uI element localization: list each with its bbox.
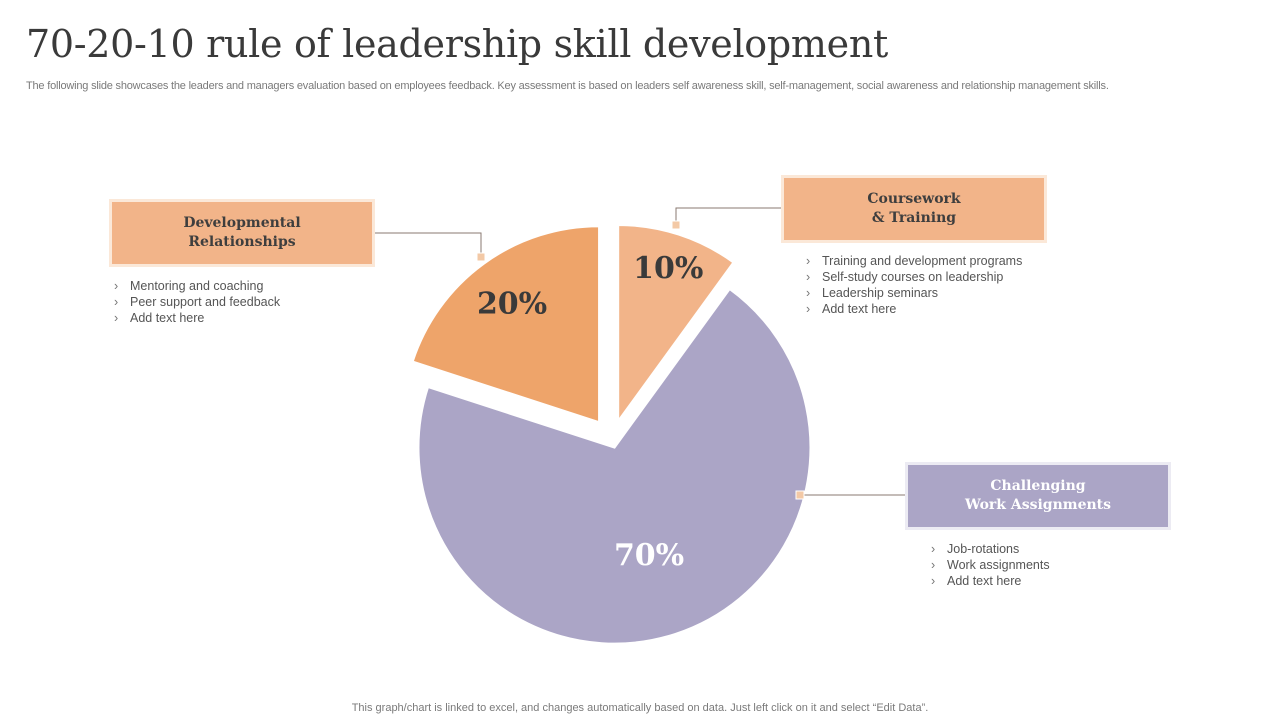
list-item: Peer support and feedback: [112, 294, 280, 310]
pie-data-label: 10%: [633, 251, 703, 286]
list-item: Job-rotations: [929, 541, 1050, 557]
connector-developmental-dot: [476, 252, 486, 262]
connector-coursework: [675, 207, 784, 225]
callout-title-line: Challenging: [990, 478, 1086, 494]
list-item: Work assignments: [929, 557, 1050, 573]
developmental-bullet-list: Mentoring and coaching Peer support and …: [112, 278, 280, 326]
page-subtitle: The following slide showcases the leader…: [26, 80, 1109, 92]
callout-title-line: & Training: [871, 210, 957, 226]
connector-challenging-dot: [795, 490, 805, 500]
callout-title-line: Coursework: [867, 191, 961, 207]
list-item: Add text here: [929, 573, 1050, 589]
callout-developmental-relationships[interactable]: Developmental Relationships: [112, 202, 372, 264]
list-item: Add text here: [112, 310, 280, 326]
pie-slice-developmental[interactable]: [411, 225, 601, 424]
list-item: Leadership seminars: [804, 285, 1022, 301]
list-item: Training and development programs: [804, 253, 1022, 269]
list-item: Mentoring and coaching: [112, 278, 280, 294]
pie-slice-challenging[interactable]: [417, 287, 812, 645]
callout-title-line: Work Assignments: [964, 497, 1112, 513]
footer-note: This graph/chart is linked to excel, and…: [351, 702, 929, 714]
pie-slice-coursework[interactable]: [617, 223, 735, 425]
challenging-bullet-list: Job-rotations Work assignments Add text …: [929, 541, 1050, 589]
coursework-bullet-list: Training and development programs Self-s…: [804, 253, 1022, 317]
connector-developmental: [373, 232, 482, 257]
callout-title-line: Developmental: [183, 215, 301, 231]
pie-data-label: 70%: [614, 538, 684, 573]
list-item: Self-study courses on leadership: [804, 269, 1022, 285]
callout-challenging-work-assignments[interactable]: Challenging Work Assignments: [908, 465, 1168, 527]
connector-coursework-dot: [671, 220, 681, 230]
page-title: 70-20-10 rule of leadership skill develo…: [26, 22, 888, 66]
list-item: Add text here: [804, 301, 1022, 317]
pie-data-label: 20%: [477, 286, 547, 321]
callout-title-line: Relationships: [188, 234, 296, 250]
callout-coursework-training[interactable]: Coursework & Training: [784, 178, 1044, 240]
